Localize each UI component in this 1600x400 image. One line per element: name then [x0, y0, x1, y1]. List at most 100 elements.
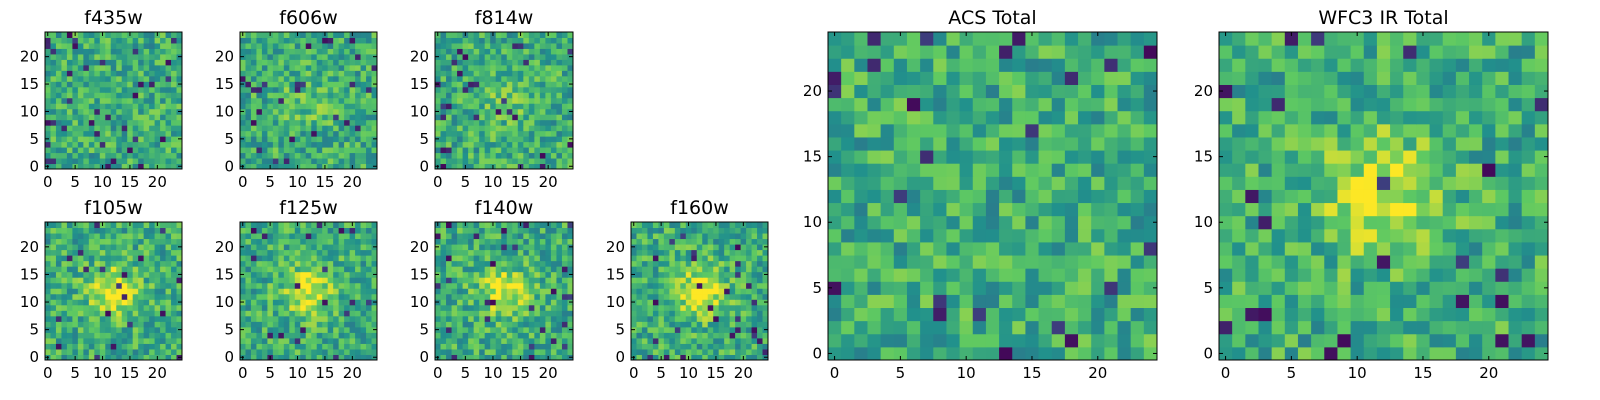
heatmap-cell	[289, 59, 296, 66]
heatmap-cell	[66, 97, 73, 104]
heatmap-cell	[718, 304, 725, 311]
heatmap-cell	[160, 42, 167, 49]
heatmap-cell	[99, 288, 106, 295]
heatmap-cell	[561, 53, 568, 60]
heatmap-cell	[94, 348, 101, 355]
heatmap-cell	[567, 222, 574, 229]
heatmap-cell	[105, 282, 112, 289]
heatmap-cell	[658, 277, 665, 284]
heatmap-cell	[479, 249, 486, 256]
heatmap-cell	[311, 125, 318, 132]
heatmap-cell	[143, 119, 150, 126]
heatmap-cell	[652, 293, 659, 300]
heatmap-cell	[149, 130, 156, 137]
heatmap-cell	[512, 343, 519, 350]
heatmap-cell	[143, 130, 150, 137]
heatmap-cell	[567, 141, 574, 148]
heatmap-cell	[110, 271, 117, 278]
heatmap-cell	[729, 321, 736, 328]
heatmap-cell	[366, 304, 373, 311]
heatmap-cell	[250, 37, 257, 44]
heatmap-cell	[658, 315, 665, 322]
heatmap-cell	[121, 222, 128, 229]
heatmap-cell	[110, 163, 117, 170]
heatmap-cell	[160, 227, 167, 234]
heatmap-cell	[149, 53, 156, 60]
heatmap-cell	[322, 152, 329, 159]
heatmap-cell	[534, 114, 541, 121]
heatmap-cell	[333, 103, 340, 110]
heatmap-cell	[674, 299, 681, 306]
heatmap-cell	[116, 249, 123, 256]
heatmap-cell	[305, 244, 312, 251]
heatmap-cell	[735, 299, 742, 306]
heatmap-cell	[685, 293, 692, 300]
heatmap-cell	[171, 97, 178, 104]
heatmap-cell	[176, 227, 183, 234]
heatmap-cell	[828, 202, 842, 217]
heatmap-cell	[165, 119, 172, 126]
heatmap-cell	[149, 64, 156, 71]
heatmap-cell	[105, 293, 112, 300]
heatmap-cell	[360, 37, 367, 44]
heatmap-cell	[696, 222, 703, 229]
heatmap-cell	[972, 294, 987, 309]
heatmap-cell	[550, 244, 557, 251]
heatmap-cell	[83, 125, 90, 132]
heatmap-cell	[1117, 255, 1132, 269]
heatmap-cell	[121, 108, 128, 115]
heatmap-cell	[517, 119, 524, 126]
heatmap-cell	[501, 293, 508, 300]
heatmap-cell	[451, 249, 458, 256]
heatmap-cell	[631, 343, 637, 350]
heatmap-cell	[473, 152, 480, 159]
heatmap-cell	[110, 326, 117, 333]
heatmap-cell	[272, 315, 279, 322]
heatmap-cell	[72, 288, 79, 295]
heatmap-cell	[160, 244, 167, 251]
heatmap-cell	[647, 332, 654, 339]
heatmap-cell	[322, 147, 329, 154]
heatmap-cell	[366, 147, 373, 154]
heatmap-cell	[83, 315, 90, 322]
heatmap-cell	[1064, 333, 1079, 348]
heatmap-cell	[256, 348, 263, 355]
heatmap-cell	[121, 141, 128, 148]
heatmap-cell	[294, 343, 301, 350]
heatmap-cell	[685, 288, 692, 295]
heatmap-cell	[446, 249, 453, 256]
heatmap-cell	[77, 48, 84, 55]
heatmap-cell	[94, 125, 101, 132]
heatmap-cell	[534, 81, 541, 88]
heatmap-cell	[512, 315, 519, 322]
heatmap-cell	[267, 130, 274, 137]
heatmap-cell	[121, 53, 128, 60]
heatmap-cell	[250, 304, 257, 311]
heatmap-cell	[300, 249, 307, 256]
heatmap-cell	[893, 268, 908, 282]
heatmap-cell	[539, 130, 546, 137]
heatmap-cell	[462, 315, 469, 322]
heatmap-cell	[691, 293, 698, 300]
heatmap-cell	[1104, 255, 1119, 269]
heatmap-cell	[110, 42, 117, 49]
heatmap-cell	[985, 268, 1000, 282]
heatmap-cell	[322, 59, 329, 66]
heatmap-cell	[479, 288, 486, 295]
heatmap-cell	[567, 238, 574, 245]
heatmap-cell	[116, 227, 123, 234]
heatmap-cell	[132, 32, 139, 38]
heatmap-cell	[658, 266, 665, 273]
heatmap-cell	[479, 163, 486, 170]
heatmap-cell	[691, 310, 698, 317]
heatmap-cell	[50, 337, 57, 344]
heatmap-cell	[283, 108, 290, 115]
heatmap-cell	[171, 244, 178, 251]
heatmap-cell	[305, 238, 312, 245]
heatmap-cell	[121, 321, 128, 328]
heatmap-cell	[652, 266, 659, 273]
heatmap-cell	[724, 266, 731, 273]
heatmap-cell	[127, 53, 134, 60]
heatmap-cell	[245, 282, 252, 289]
